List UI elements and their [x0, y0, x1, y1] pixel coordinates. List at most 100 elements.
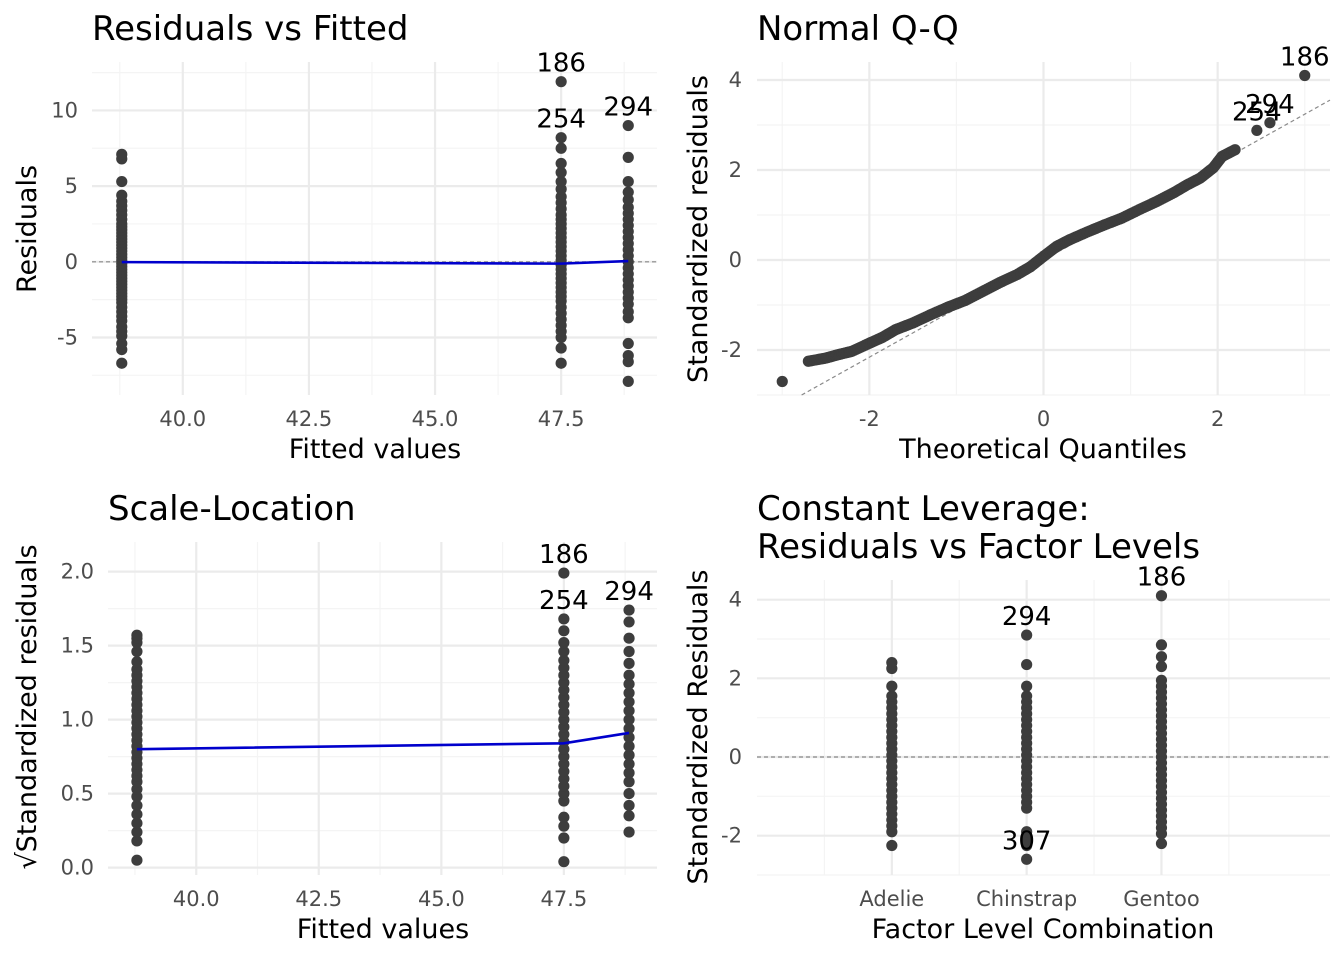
sl-x-tick-label-3: 47.5: [540, 887, 587, 911]
rvf-y-axis-label: Residuals: [12, 165, 43, 293]
lev-point-1-25: [1021, 658, 1033, 671]
sl-point-2-19: [623, 632, 635, 644]
rvf-point-labels: 186 254 294: [536, 49, 653, 135]
sl-point-2-18: [623, 645, 635, 658]
lev-tick-labels: Adelie Chinstrap Gentoo -2 0 2 4: [721, 588, 1200, 911]
lev-x-tick-label-0: Adelie: [859, 887, 924, 911]
sl-y-tick-label-2: 1.0: [61, 708, 94, 732]
lev-point-1-23: [1021, 690, 1033, 702]
lev-title-line-1: Constant Leverage:: [757, 489, 1090, 529]
qq-title: Normal Q-Q: [757, 9, 959, 49]
sl-point-0-3: [131, 817, 143, 829]
rvf-point-0-43: [116, 175, 128, 188]
lev-y-tick-label-1: 0: [729, 745, 742, 769]
sl-point-2-16: [623, 669, 635, 681]
lev-point-1-26: [1021, 629, 1033, 641]
sl-point-2-1: [623, 810, 635, 822]
rvf-x-tick-label-1: 42.5: [286, 407, 333, 431]
qq-point-227: [1264, 117, 1276, 129]
lev-x-tick-label-1: Chinstrap: [976, 887, 1077, 911]
lev-point-2-28: [1155, 660, 1168, 673]
sl-point-2-17: [623, 657, 635, 669]
sl-point-2-11: [623, 714, 635, 726]
sl-point-0-28: [131, 656, 143, 668]
rvf-point-1-34: [555, 157, 567, 170]
lev-point-2-0: [1155, 837, 1168, 850]
rvf-point-2-25: [622, 175, 634, 188]
lev-title-line-2: Residuals vs Factor Levels: [757, 527, 1200, 567]
sl-x-axis-label: Fitted values: [297, 914, 469, 945]
lev-x-tick-label-2: Gentoo: [1123, 887, 1199, 911]
qq-y-axis-label: Standardized residuals: [683, 75, 714, 383]
rvf-y-tick-label-3: 10: [51, 98, 78, 122]
rvf-point-0-42: [116, 189, 128, 201]
sl-point-0-32: [131, 629, 143, 641]
rvf-point-1-37: [555, 76, 567, 88]
rvf-point-2-2: [622, 350, 634, 362]
sl-x-tick-label-2: 45.0: [418, 887, 465, 911]
qq-x-tick-label-0: -2: [859, 407, 880, 431]
residuals-vs-fitted-panel: Residuals vs Fitted Fitted values Residu…: [12, 9, 657, 465]
sl-smooth-line: [136, 731, 630, 751]
sl-smooth-line-path: [136, 731, 630, 751]
lev-point-label-2: 307: [1002, 826, 1052, 856]
qq-point-label-1: 294: [1245, 90, 1295, 120]
sl-x-tick-label-0: 40.0: [173, 887, 220, 911]
sl-y-axis-label: √Standardized residuals: [12, 544, 43, 869]
sl-tick-labels: 40.0 42.5 45.0 47.5 0.0 0.5 1.0 1.5 2.0: [61, 560, 588, 911]
sl-point-2-0: [623, 826, 635, 838]
sl-point-0-4: [131, 808, 143, 820]
lev-point-0-24: [886, 690, 898, 702]
lev-point-label-1: 186: [1137, 563, 1187, 593]
sl-point-1-0: [558, 856, 570, 868]
sl-point-2-20: [623, 616, 635, 628]
rvf-point-1-33: [555, 166, 567, 179]
qq-points: [776, 69, 1311, 388]
rvf-point-1-1: [555, 342, 567, 354]
sl-point-0-2: [131, 826, 143, 838]
sl-y-tick-label-1: 0.5: [61, 782, 94, 806]
sl-point-2-15: [623, 678, 635, 690]
qq-point-225: [776, 375, 788, 388]
qq-point-224: [1229, 144, 1241, 156]
rvf-point-2-3: [622, 337, 634, 350]
lev-point-2-31: [1155, 590, 1168, 602]
rvf-point-label-2: 294: [603, 93, 653, 123]
sl-point-1-26: [558, 625, 570, 637]
sl-point-2-10: [623, 722, 635, 735]
sl-y-tick-label-3: 1.5: [61, 634, 94, 658]
rvf-point-2-27: [622, 119, 634, 132]
sl-point-2-5: [623, 767, 635, 779]
rvf-point-2-24: [622, 186, 634, 198]
rvf-y-tick-label-1: 0: [65, 250, 78, 274]
lev-point-2-27: [1155, 674, 1168, 686]
sl-point-labels: 186 254 294: [539, 540, 654, 616]
normal-qq-panel: Normal Q-Q Theoretical Quantiles Standar…: [683, 9, 1331, 465]
sl-point-2-21: [623, 604, 635, 616]
rvf-point-1-35: [555, 142, 567, 154]
sl-points: [131, 567, 635, 868]
rvf-x-tick-label-0: 40.0: [159, 407, 206, 431]
sl-y-tick-label-4: 2.0: [61, 560, 94, 584]
qq-y-tick-label-0: -2: [721, 338, 742, 362]
rvf-point-2-0: [622, 375, 634, 387]
rvf-points: [116, 76, 634, 387]
lev-point-0-25: [886, 680, 898, 692]
sl-title: Scale-Location: [108, 489, 356, 529]
sl-point-label-1: 254: [539, 586, 589, 616]
qq-point-226: [1251, 124, 1263, 136]
sl-point-0-5: [131, 799, 143, 812]
rvf-y-tick-label-0: -5: [57, 325, 78, 349]
sl-point-0-0: [131, 854, 143, 866]
rvf-x-tick-label-2: 45.0: [412, 407, 459, 431]
sl-point-0-1: [131, 835, 143, 847]
qq-x-axis-label: Theoretical Quantiles: [898, 434, 1187, 465]
sl-point-1-23: [558, 654, 570, 667]
sl-point-1-24: [558, 645, 570, 658]
qq-y-tick-label-2: 2: [729, 158, 742, 182]
sl-point-2-4: [623, 776, 635, 788]
sl-x-tick-label-1: 42.5: [295, 887, 342, 911]
lev-point-label-0: 294: [1002, 602, 1052, 632]
